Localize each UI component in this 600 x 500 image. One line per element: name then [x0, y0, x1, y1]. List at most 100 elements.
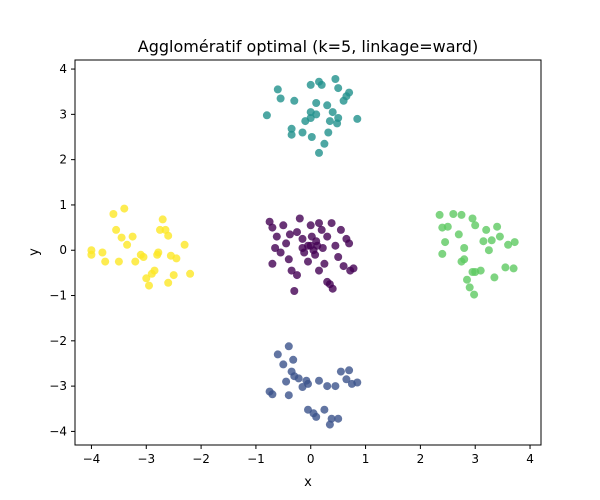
data-point-cluster-1	[342, 375, 351, 384]
data-point-cluster-2	[315, 148, 323, 157]
y-tick-label: −4	[49, 424, 67, 438]
data-point-cluster-3	[457, 210, 466, 219]
data-point-cluster-4	[164, 278, 173, 287]
y-tick-label: 0	[59, 243, 67, 257]
data-point-cluster-1	[323, 382, 332, 391]
data-point-cluster-4	[145, 281, 153, 290]
y-tick-label: 4	[59, 62, 67, 76]
data-point-cluster-4	[139, 253, 148, 261]
x-tick-label: 4	[526, 452, 534, 466]
data-point-cluster-1	[304, 379, 312, 388]
data-point-cluster-4	[120, 204, 129, 213]
data-point-cluster-0	[293, 228, 301, 237]
data-point-cluster-3	[487, 236, 496, 245]
data-point-cluster-0	[327, 219, 336, 228]
data-point-cluster-3	[441, 238, 450, 247]
data-point-cluster-1	[284, 391, 293, 400]
data-point-cluster-3	[471, 221, 480, 230]
data-point-cluster-2	[276, 94, 285, 103]
data-point-cluster-4	[131, 257, 140, 266]
data-point-cluster-3	[490, 273, 499, 282]
data-point-cluster-2	[325, 117, 334, 126]
x-tick-label: 0	[307, 452, 315, 466]
data-point-cluster-0	[279, 221, 288, 230]
x-tick-label: −4	[83, 452, 101, 466]
data-point-cluster-2	[312, 99, 321, 107]
data-point-cluster-2	[331, 75, 340, 83]
data-point-cluster-2	[324, 128, 333, 137]
data-point-cluster-1	[294, 374, 303, 383]
data-point-cluster-2	[312, 110, 321, 119]
y-tick-label: 2	[59, 153, 67, 167]
data-point-cluster-4	[164, 231, 173, 240]
data-point-cluster-4	[117, 233, 126, 242]
data-point-cluster-3	[465, 283, 474, 292]
data-point-cluster-4	[158, 215, 167, 224]
x-tick-label: −2	[192, 452, 210, 466]
data-point-cluster-0	[276, 248, 285, 257]
data-point-cluster-4	[169, 271, 178, 280]
data-point-cluster-2	[287, 124, 296, 133]
data-point-cluster-4	[123, 240, 132, 249]
data-point-cluster-2	[345, 88, 354, 97]
data-point-cluster-2	[273, 85, 282, 94]
data-point-cluster-2	[334, 84, 343, 93]
data-point-cluster-4	[154, 248, 163, 257]
data-point-cluster-3	[493, 222, 502, 231]
data-point-cluster-3	[482, 225, 491, 234]
data-point-cluster-0	[313, 241, 322, 250]
data-point-cluster-1	[315, 376, 323, 385]
data-point-cluster-4	[180, 240, 189, 249]
data-point-cluster-3	[479, 237, 488, 246]
data-point-cluster-4	[109, 210, 118, 218]
y-tick-label: 3	[59, 107, 67, 121]
data-point-cluster-4	[87, 250, 96, 259]
data-point-cluster-1	[336, 367, 345, 376]
data-point-cluster-1	[268, 390, 277, 399]
data-point-cluster-0	[320, 259, 329, 268]
data-point-cluster-1	[273, 350, 282, 359]
data-point-cluster-2	[320, 139, 329, 148]
data-point-cluster-3	[468, 214, 477, 223]
data-point-cluster-0	[336, 225, 345, 234]
data-point-cluster-2	[353, 114, 362, 123]
data-point-cluster-2	[298, 128, 307, 137]
x-axis-ticks: −4 −3 −2 −1 0 1 2 3 4	[83, 445, 534, 466]
data-point-cluster-1	[284, 342, 293, 351]
data-point-cluster-0	[315, 266, 323, 275]
data-point-cluster-0	[290, 287, 299, 295]
data-point-cluster-1	[289, 355, 298, 364]
data-point-cluster-4	[142, 274, 151, 283]
data-point-cluster-2	[306, 80, 315, 89]
data-point-cluster-0	[311, 250, 320, 259]
data-point-cluster-0	[272, 232, 281, 241]
data-point-cluster-1	[345, 366, 354, 375]
data-point-cluster-4	[128, 232, 137, 241]
data-point-cluster-4	[98, 248, 107, 257]
data-point-cluster-3	[460, 244, 469, 252]
x-tick-label: −1	[247, 452, 265, 466]
data-point-cluster-4	[114, 257, 123, 266]
data-point-cluster-1	[331, 382, 340, 391]
data-point-cluster-4	[150, 266, 159, 275]
data-point-cluster-3	[510, 238, 519, 247]
data-point-cluster-1	[353, 378, 362, 387]
data-point-cluster-0	[304, 257, 312, 266]
data-point-cluster-3	[457, 257, 466, 266]
data-point-cluster-0	[328, 284, 337, 293]
data-point-cluster-2	[287, 130, 296, 139]
data-point-cluster-0	[282, 239, 291, 248]
data-point-cluster-3	[463, 275, 471, 284]
data-point-cluster-4	[101, 257, 110, 266]
data-point-cluster-0	[287, 266, 296, 275]
data-point-cluster-2	[307, 133, 316, 141]
data-point-cluster-1	[282, 377, 291, 386]
x-axis-label: x	[304, 475, 312, 490]
data-point-cluster-2	[290, 96, 299, 105]
y-tick-label: −1	[49, 289, 67, 303]
data-point-cluster-4	[112, 225, 121, 234]
data-point-cluster-3	[470, 290, 479, 299]
data-point-cluster-0	[345, 239, 354, 248]
data-point-cluster-0	[285, 230, 294, 239]
